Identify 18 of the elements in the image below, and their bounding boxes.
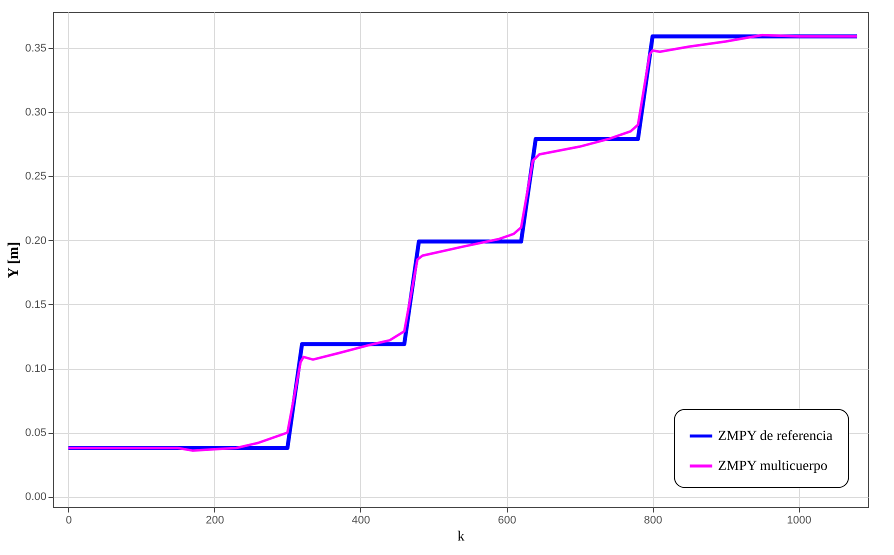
legend-label: ZMPY de referencia (718, 429, 834, 444)
y-axis-title: Y [m] (6, 242, 22, 278)
y-tick-label: 0.30 (25, 106, 46, 119)
y-tick-label: 0.15 (25, 298, 46, 311)
x-tick-label: 800 (644, 514, 662, 526)
y-tick-label: 0.20 (25, 234, 46, 247)
legend-label: ZMPY multicuerpo (718, 459, 828, 474)
y-tick-label: 0.10 (25, 363, 46, 376)
y-tick-label: 0.25 (25, 170, 46, 183)
y-tick-label: 0.00 (25, 491, 46, 504)
x-tick-label: 600 (498, 514, 516, 526)
x-axis-title: k (458, 530, 464, 544)
y-tick-label: 0.05 (25, 427, 46, 440)
x-tick-label: 200 (206, 514, 224, 526)
x-tick-label: 400 (352, 514, 370, 526)
y-tick-label: 0.35 (25, 42, 46, 54)
x-tick-label: 0 (66, 514, 72, 526)
x-tick-label: 1000 (786, 514, 812, 526)
